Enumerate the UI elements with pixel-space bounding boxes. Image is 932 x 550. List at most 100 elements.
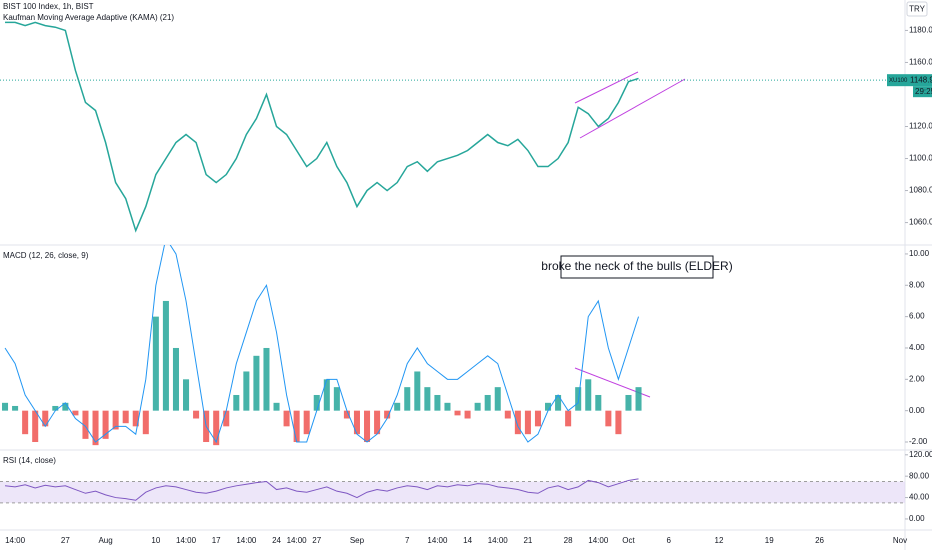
histogram-bar bbox=[384, 410, 391, 419]
histogram-bar bbox=[112, 410, 119, 430]
y-tick-label: 80.00 bbox=[909, 471, 930, 480]
plot-area bbox=[2, 245, 642, 446]
histogram-bar bbox=[404, 387, 411, 411]
histogram-bar bbox=[534, 410, 541, 427]
x-tick-label: 14:00 bbox=[176, 536, 197, 545]
histogram-bar bbox=[243, 371, 250, 411]
plot-area bbox=[0, 478, 905, 504]
histogram-bar bbox=[223, 410, 230, 427]
histogram-bar bbox=[514, 410, 521, 435]
price-tag bbox=[887, 74, 932, 87]
trend-line bbox=[574, 71, 639, 104]
rsi-title: RSI (14, close) bbox=[3, 456, 56, 465]
x-tick-label: Nov bbox=[893, 536, 907, 545]
histogram-bar bbox=[253, 355, 260, 411]
histogram-bar bbox=[585, 379, 592, 411]
x-tick-label: 27 bbox=[61, 536, 70, 545]
histogram-bar bbox=[524, 410, 531, 435]
histogram-bar bbox=[293, 410, 300, 443]
x-tick-label: 6 bbox=[666, 536, 671, 545]
x-tick-label: 14:00 bbox=[588, 536, 609, 545]
histogram-bar bbox=[162, 300, 169, 411]
currency[interactable]: TRY bbox=[909, 5, 926, 14]
currency-button[interactable] bbox=[906, 1, 928, 17]
x-tick-label: 12 bbox=[715, 536, 724, 545]
y-tick-label: 4.00 bbox=[909, 343, 925, 352]
histogram-bar bbox=[484, 394, 491, 411]
histogram-bar bbox=[565, 410, 572, 427]
histogram-bar bbox=[193, 410, 200, 419]
histogram-bar bbox=[2, 402, 9, 411]
y-tick-label: 6.00 bbox=[909, 312, 925, 321]
legend-bg bbox=[0, 1, 150, 23]
histogram-bar bbox=[42, 410, 49, 427]
y-tick-label: 0.00 bbox=[909, 406, 925, 415]
y-tick-label: 1060.00 bbox=[909, 218, 932, 227]
y-tick-label: 120.00 bbox=[909, 450, 932, 459]
y-tick-label: 1120.00 bbox=[909, 122, 932, 131]
histogram-bar bbox=[62, 402, 69, 411]
x-tick-label: 10 bbox=[151, 536, 160, 545]
y-tick-label: 1080.00 bbox=[909, 186, 932, 195]
histogram-bar bbox=[333, 387, 340, 411]
histogram-bar bbox=[464, 410, 471, 419]
histogram-bar bbox=[394, 402, 401, 411]
x-tick-label: 14 bbox=[463, 536, 472, 545]
histogram-bar bbox=[595, 394, 602, 411]
histogram-bar bbox=[72, 410, 79, 416]
histogram-bar bbox=[303, 410, 310, 435]
histogram-bar bbox=[152, 316, 159, 411]
histogram-bar bbox=[504, 410, 511, 419]
countdown-bg bbox=[913, 86, 932, 98]
histogram-bar bbox=[172, 347, 179, 411]
x-tick-label: 14:00 bbox=[488, 536, 509, 545]
histogram-bar bbox=[343, 410, 350, 419]
annotation: broke the neck of the bulls (ELDER) bbox=[541, 259, 732, 273]
macd-title: MACD (12, 26, close, 9) bbox=[3, 251, 89, 260]
histogram-bar bbox=[474, 402, 481, 411]
histogram-bar bbox=[625, 394, 632, 411]
histogram-bar bbox=[52, 405, 59, 411]
x-tick-label: Aug bbox=[98, 536, 112, 545]
y-tick-label: 2.00 bbox=[909, 374, 925, 383]
x-tick-label: 28 bbox=[564, 536, 573, 545]
y-tick-label: 40.00 bbox=[909, 493, 930, 502]
histogram-bar bbox=[213, 410, 220, 446]
x-tick-label: 17 bbox=[212, 536, 221, 545]
series-line bbox=[4, 478, 639, 501]
x-tick-label: Sep bbox=[350, 536, 365, 545]
y-tick-label: 1100.00 bbox=[909, 154, 932, 163]
y-tick-label: 0.00 bbox=[909, 514, 925, 523]
histogram-bar bbox=[424, 387, 431, 411]
annotation-box bbox=[560, 255, 714, 279]
histogram-bar bbox=[323, 379, 330, 411]
histogram-bar bbox=[374, 410, 381, 435]
countdown: 29:25 bbox=[915, 87, 932, 96]
histogram-bar bbox=[183, 379, 190, 411]
histogram-bar bbox=[605, 410, 612, 427]
y-tick-label: 8.00 bbox=[909, 280, 925, 289]
histogram-bar bbox=[444, 402, 451, 411]
histogram-bar bbox=[313, 394, 320, 411]
histogram-bar bbox=[263, 347, 270, 411]
x-tick-label: 21 bbox=[523, 536, 532, 545]
histogram-bar bbox=[353, 410, 360, 435]
histogram-bar bbox=[142, 410, 149, 435]
x-tick-label: 26 bbox=[815, 536, 824, 545]
trend-line bbox=[579, 78, 686, 139]
y-tick-label: 1180.00 bbox=[909, 26, 932, 35]
histogram-bar bbox=[615, 410, 622, 435]
symbol-title: BIST 100 Index, 1h, BIST bbox=[3, 2, 94, 11]
histogram-bar bbox=[32, 410, 39, 443]
price-tag-value: 1148.93 bbox=[910, 75, 932, 84]
histogram-bar bbox=[12, 405, 19, 411]
x-tick-label: 14:00 bbox=[427, 536, 448, 545]
histogram-bar bbox=[22, 410, 29, 435]
indicator-title: Kaufman Moving Average Adaptive (KAMA) (… bbox=[3, 13, 174, 22]
plot-area bbox=[5, 21, 639, 233]
histogram-bar bbox=[434, 394, 441, 411]
x-tick-label: 19 bbox=[765, 536, 774, 545]
histogram-bar bbox=[122, 410, 129, 424]
y-tick-label: 10.00 bbox=[909, 249, 930, 258]
